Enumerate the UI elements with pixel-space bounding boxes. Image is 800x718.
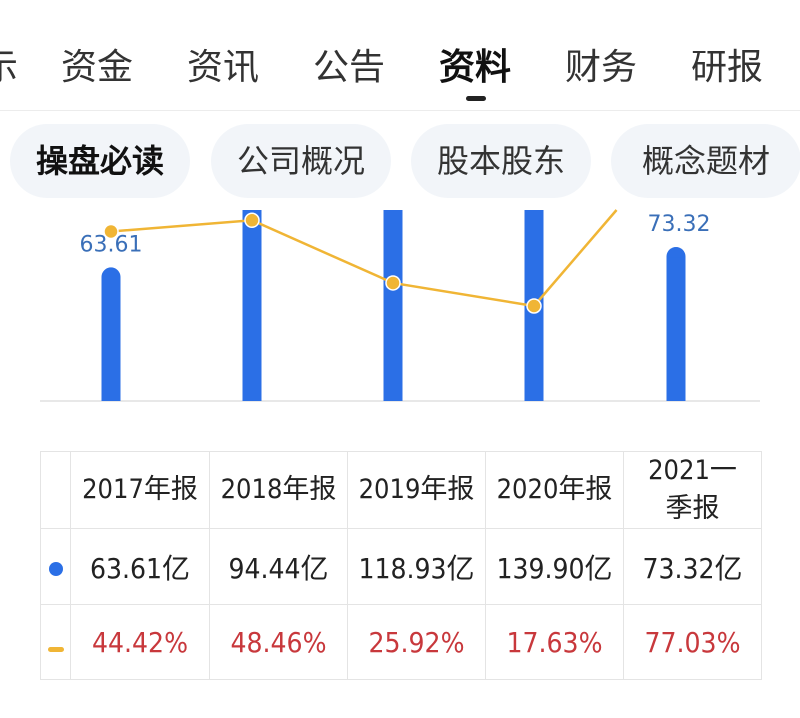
trend-point-2020年报 (526, 298, 542, 314)
bar-body-2021一季报 (666, 257, 686, 401)
table-row: 44.42% 48.46% 25.92% 17.63% 77.03% (40, 604, 762, 680)
tab-finance[interactable]: 财务 (565, 47, 638, 88)
bar-2019年报 (383, 210, 403, 401)
table-header-cell: 2021一季报 (623, 451, 762, 529)
table-cell: 118.93亿 (347, 528, 486, 605)
yellow-line-legend-icon (47, 646, 64, 652)
top-tab-bar: 示 资金 资讯 公告 资料 财务 研报 (0, 0, 800, 111)
tab-funds[interactable]: 资金 (61, 47, 134, 88)
table-cell: 63.61亿 (70, 528, 210, 605)
summary-table: 2017年报 2018年报 2019年报 2020年报 2021一季报 63.6… (40, 451, 762, 680)
chip-share-capital-holders[interactable]: 股本股东 (411, 124, 591, 198)
table-cell: 17.63% (485, 604, 624, 680)
active-tab-indicator (466, 96, 486, 101)
table-header-cell: 2018年报 (209, 451, 348, 529)
chip-company-overview[interactable]: 公司概况 (211, 124, 391, 198)
revenue-chart: 63.61 73.32 (40, 209, 760, 402)
trend-point-2018年报 (244, 212, 260, 229)
tab-research[interactable]: 研报 (691, 47, 764, 88)
legend-cell (40, 604, 71, 680)
tab-partial[interactable]: 示 (0, 47, 19, 88)
table-cell: 73.32亿 (623, 528, 762, 605)
bar-data-label: 73.32 (648, 212, 711, 237)
trend-point-2017年报 (103, 223, 119, 240)
table-header-row: 2017年报 2018年报 2019年报 2020年报 2021一季报 (40, 451, 762, 529)
chip-concept-themes[interactable]: 概念题材 (611, 124, 800, 198)
table-header-cell: 2017年报 (70, 451, 210, 529)
bar-2018年报 (242, 210, 262, 401)
table-cell: 44.42% (70, 604, 210, 680)
table-cell: 139.90亿 (485, 528, 624, 605)
table-header-cell: 2020年报 (485, 451, 624, 529)
table-cell: 94.44亿 (209, 528, 348, 605)
table-row: 63.61亿 94.44亿 118.93亿 139.90亿 73.32亿 (40, 528, 762, 605)
bar-body-2017年报 (101, 277, 121, 401)
legend-cell (40, 528, 71, 605)
tab-news[interactable]: 资讯 (187, 47, 260, 88)
trend-point-2019年报 (385, 275, 401, 291)
table-cell: 48.46% (209, 604, 348, 680)
table-cell: 77.03% (623, 604, 762, 680)
tab-announcements[interactable]: 公告 (313, 47, 386, 88)
bar-data-label: 63.61 (80, 232, 143, 257)
sub-tab-chips: 操盘必读 公司概况 股本股东 概念题材 (0, 124, 800, 198)
bar-series (101, 210, 686, 401)
table-header-cell: 2019年报 (347, 451, 486, 529)
bar-data-labels: 63.61 73.32 (80, 212, 711, 257)
tab-profile-data[interactable]: 资料 (439, 47, 512, 88)
trend-points (103, 212, 542, 314)
blue-dot-legend-icon (48, 562, 63, 576)
chip-trading-essentials[interactable]: 操盘必读 (10, 124, 190, 198)
table-cell: 25.92% (347, 604, 486, 680)
header-blank-cell (40, 451, 71, 529)
